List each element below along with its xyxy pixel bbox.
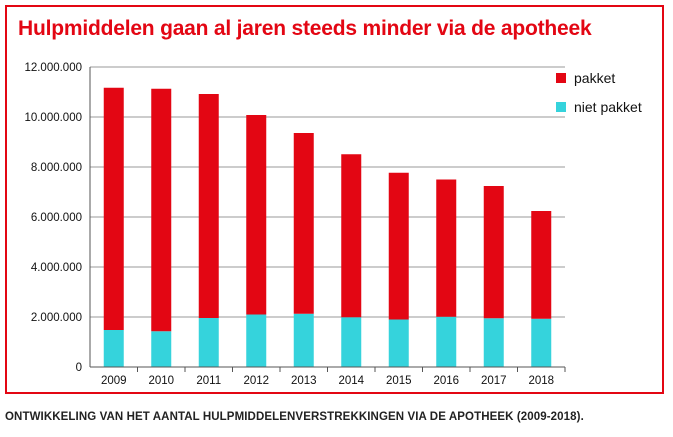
bar-pakket-2013 — [293, 133, 314, 314]
y-tick-label: 4.000.000 — [31, 262, 82, 274]
x-tick-label: 2009 — [101, 375, 127, 387]
bar-pakket-2012 — [246, 115, 267, 315]
y-tick-label: 8.000.000 — [31, 162, 82, 174]
bar-niet-pakket-2017 — [483, 318, 504, 367]
y-tick-label: 2.000.000 — [31, 312, 82, 324]
bars — [103, 87, 552, 367]
x-tick-label: 2010 — [148, 375, 174, 387]
chart-title: Hulpmiddelen gaan al jaren steeds minder… — [18, 17, 592, 40]
bar-niet-pakket-2010 — [151, 331, 172, 367]
y-tick-label: 10.000.000 — [24, 112, 82, 124]
x-tick-label: 2012 — [243, 375, 269, 387]
legend-swatch-niet-pakket — [556, 102, 566, 112]
bar-niet-pakket-2013 — [293, 313, 314, 367]
bar-niet-pakket-2016 — [436, 316, 457, 367]
bar-pakket-2014 — [341, 154, 362, 318]
y-tick-label: 0 — [76, 362, 82, 374]
legend: pakket niet pakket — [556, 70, 642, 115]
legend-label-pakket: pakket — [574, 70, 615, 86]
bar-pakket-2017 — [483, 186, 504, 319]
bar-niet-pakket-2015 — [388, 319, 409, 367]
bar-pakket-2018 — [531, 211, 552, 319]
bar-pakket-2010 — [151, 88, 172, 332]
axes — [89, 67, 565, 368]
bar-pakket-2015 — [388, 172, 409, 320]
y-tick-label: 12.000.000 — [24, 62, 82, 74]
legend-label-niet-pakket: niet pakket — [574, 99, 642, 115]
x-tick-label: 2014 — [338, 375, 364, 387]
x-tick-label: 2016 — [433, 375, 459, 387]
y-axis-ticks: 0 2.000.000 4.000.000 6.000.000 8.000.000 10.… — [24, 62, 82, 374]
bar-niet-pakket-2012 — [246, 314, 267, 367]
x-tick-label: 2017 — [481, 375, 507, 387]
bar-pakket-2016 — [436, 179, 457, 317]
chart-caption: ONTWIKKELING VAN HET AANTAL HULPMIDDELEN… — [5, 411, 584, 423]
x-tick-label: 2013 — [291, 375, 317, 387]
bar-pakket-2011 — [198, 94, 219, 318]
bar-niet-pakket-2011 — [198, 318, 219, 367]
bar-niet-pakket-2009 — [103, 330, 124, 367]
x-axis-ticks: 2009 2010 2011 2012 2013 2014 2015 2016 2017 2018 — [101, 367, 566, 387]
bar-niet-pakket-2014 — [341, 317, 362, 367]
bar-pakket-2009 — [103, 87, 124, 330]
legend-swatch-pakket — [556, 73, 566, 83]
bar-niet-pakket-2018 — [531, 318, 552, 367]
x-tick-label: 2011 — [196, 375, 221, 387]
x-tick-label: 2015 — [386, 375, 412, 387]
x-tick-label: 2018 — [528, 375, 554, 387]
y-tick-label: 6.000.000 — [31, 212, 82, 224]
